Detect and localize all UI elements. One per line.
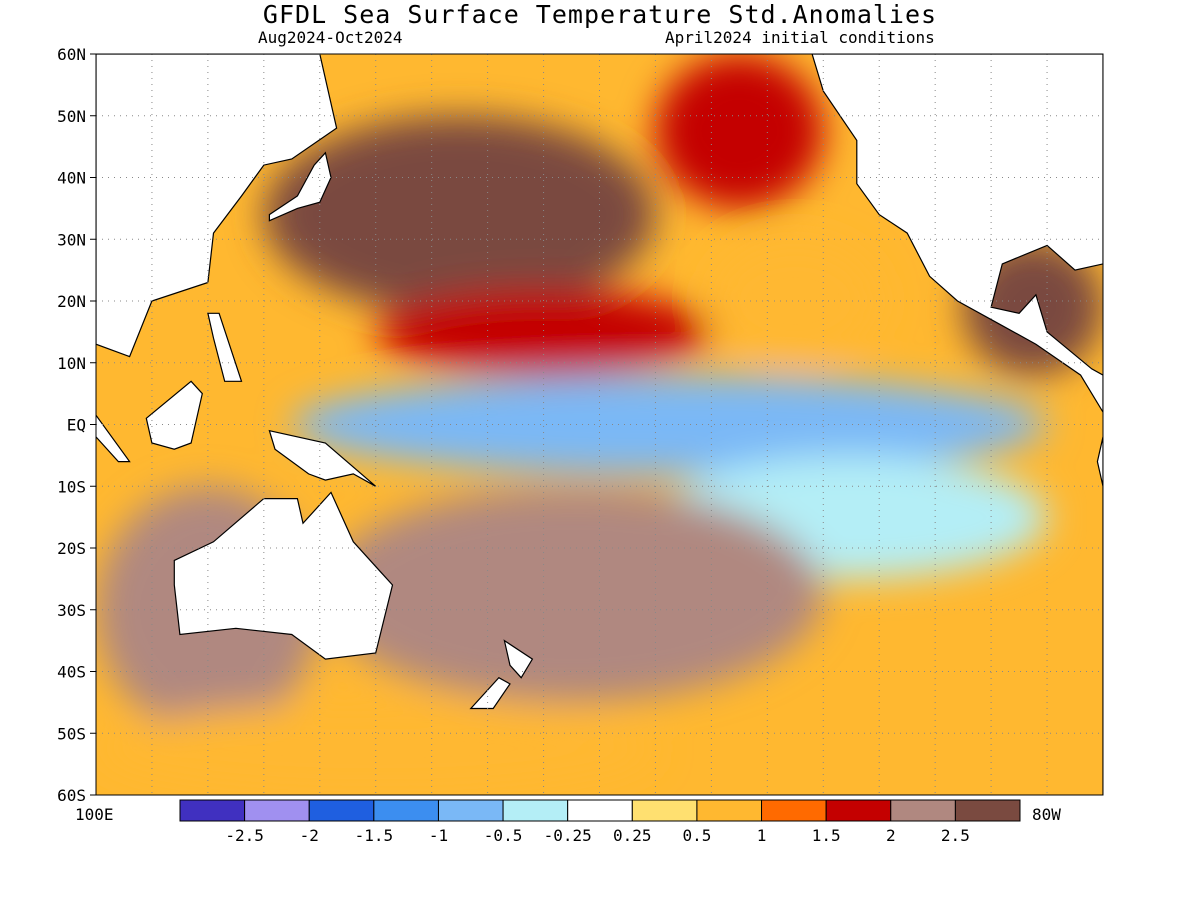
south-america-land	[1096, 436, 1103, 795]
colorbar-swatch	[761, 799, 827, 822]
y-tick-label: 30S	[57, 601, 86, 620]
colorbar-tick-label: -1	[429, 826, 448, 845]
borneo-land	[145, 380, 203, 450]
colorbar-swatch	[567, 799, 633, 822]
colorbar-swatch	[244, 799, 310, 822]
initial-conditions-subtitle: April2024 initial conditions	[665, 28, 935, 47]
land-masses	[96, 54, 1103, 795]
y-tick-label: 50N	[57, 107, 86, 126]
chart-title: GFDL Sea Surface Temperature Std.Anomali…	[262, 0, 938, 29]
colorbar-tick-label: 0.25	[613, 826, 652, 845]
y-tick-label: EQ	[67, 416, 86, 435]
asia-land	[96, 54, 338, 358]
y-tick-label: 50S	[57, 724, 86, 743]
y-tick-label: 20N	[57, 292, 86, 311]
y-tick-label: 40N	[57, 169, 86, 188]
colorbar: -2.5 -2 -1.5 -1 -0.5 -0.25 0.25 0.5 1 1.5 2 2.5	[179, 799, 1021, 845]
colorbar-swatch	[954, 799, 1021, 822]
anomaly-region-1	[655, 54, 824, 209]
colorbar-tick-label: -2.5	[225, 826, 264, 845]
y-tick-label: 10S	[57, 477, 86, 496]
new-zealand-south	[469, 676, 511, 710]
colorbar-tick-label: -0.25	[544, 826, 592, 845]
anomaly-region-4	[291, 375, 1048, 474]
new-guinea-land	[268, 429, 377, 487]
y-tick-label: 30N	[57, 230, 86, 249]
japan-land	[268, 151, 332, 222]
colorbar-swatch	[631, 799, 698, 822]
colorbar-swatch	[502, 799, 569, 822]
colorbar-swatch	[825, 799, 892, 822]
colorbar-swatch	[437, 799, 504, 822]
philippines-land	[207, 312, 243, 382]
colorbar-tick-label: 2.5	[941, 826, 970, 845]
colorbar-swatch	[179, 799, 246, 822]
anomaly-region-6	[319, 486, 824, 703]
y-tick-label: 60S	[57, 786, 86, 805]
north-america-land	[811, 54, 1103, 414]
colorbar-swatch	[308, 799, 375, 822]
anomaly-region-8	[96, 702, 656, 795]
colorbar-swatch	[890, 799, 956, 822]
y-tick-label: 10N	[57, 354, 86, 373]
anomaly-region-0	[263, 115, 656, 314]
australia-land	[173, 491, 394, 660]
new-zealand-north	[503, 639, 534, 679]
colorbar-swatch	[696, 799, 763, 822]
colorbar-tick-label: -0.5	[484, 826, 523, 845]
colorbar-tick-label: 0.5	[682, 826, 711, 845]
y-tick-label: 60N	[57, 45, 86, 64]
forecast-period-subtitle: Aug2024-Oct2024	[258, 28, 403, 47]
colorbar-swatch	[373, 799, 439, 822]
anomaly-region-3	[711, 239, 880, 363]
anomaly-region-2	[375, 288, 712, 376]
colorbar-tick-label: -2	[300, 826, 319, 845]
y-tick-label: 40S	[57, 663, 86, 682]
x-edge-label-east: 80W	[1032, 805, 1061, 824]
colorbar-tick-label: 1	[757, 826, 767, 845]
sumatra-land	[96, 414, 131, 463]
colorbar-tick-label: -1.5	[355, 826, 394, 845]
colorbar-tick-label: 1.5	[812, 826, 841, 845]
latitude-axis: 60N 50N 40N 30N 20N 10N EQ 10S 20S 30S 40S 50S 60S	[57, 45, 96, 805]
colorbar-tick-label: 2	[886, 826, 896, 845]
y-tick-label: 20S	[57, 539, 86, 558]
x-edge-label-west: 100E	[75, 805, 114, 824]
